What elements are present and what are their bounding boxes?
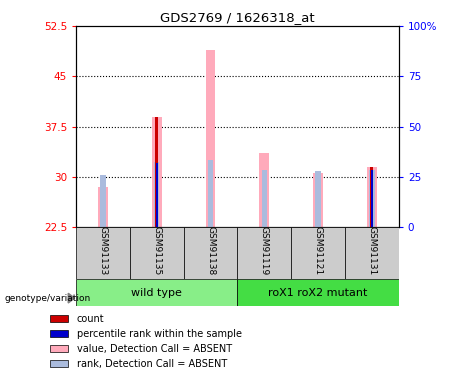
Text: GSM91138: GSM91138	[206, 226, 215, 275]
Bar	[76, 227, 130, 279]
Bar	[367, 166, 377, 227]
Bar	[260, 153, 269, 227]
Text: GSM91135: GSM91135	[152, 226, 161, 275]
Bar	[50, 360, 68, 368]
Text: rank, Detection Call = ABSENT: rank, Detection Call = ABSENT	[77, 359, 227, 369]
Text: genotype/variation: genotype/variation	[5, 294, 91, 303]
Bar	[152, 117, 161, 227]
Text: roX1 roX2 mutant: roX1 roX2 mutant	[268, 288, 368, 297]
Bar	[237, 279, 399, 306]
Text: GSM91131: GSM91131	[367, 226, 376, 275]
Bar	[50, 315, 68, 322]
Bar	[237, 227, 291, 279]
Bar	[50, 330, 68, 338]
Bar	[315, 171, 321, 227]
Bar	[98, 187, 108, 227]
Bar	[130, 227, 183, 279]
Bar	[262, 170, 267, 227]
Text: GSM91121: GSM91121	[313, 226, 323, 275]
Bar	[155, 117, 159, 227]
Text: GSM91133: GSM91133	[99, 226, 107, 275]
Polygon shape	[68, 293, 75, 303]
Title: GDS2769 / 1626318_at: GDS2769 / 1626318_at	[160, 11, 315, 24]
Bar	[156, 164, 158, 227]
Bar	[154, 162, 160, 227]
Bar	[345, 227, 399, 279]
Bar	[76, 279, 237, 306]
Text: GSM91119: GSM91119	[260, 226, 269, 275]
Text: wild type: wild type	[131, 288, 182, 297]
Bar	[183, 227, 237, 279]
Text: count: count	[77, 314, 104, 324]
Bar	[50, 345, 68, 352]
Bar	[369, 170, 374, 227]
Bar	[291, 227, 345, 279]
Bar	[208, 160, 213, 227]
Bar	[100, 176, 106, 227]
Text: percentile rank within the sample: percentile rank within the sample	[77, 329, 242, 339]
Bar	[206, 50, 215, 227]
Bar	[313, 173, 323, 227]
Bar	[370, 166, 373, 227]
Bar	[371, 170, 373, 227]
Text: value, Detection Call = ABSENT: value, Detection Call = ABSENT	[77, 344, 232, 354]
